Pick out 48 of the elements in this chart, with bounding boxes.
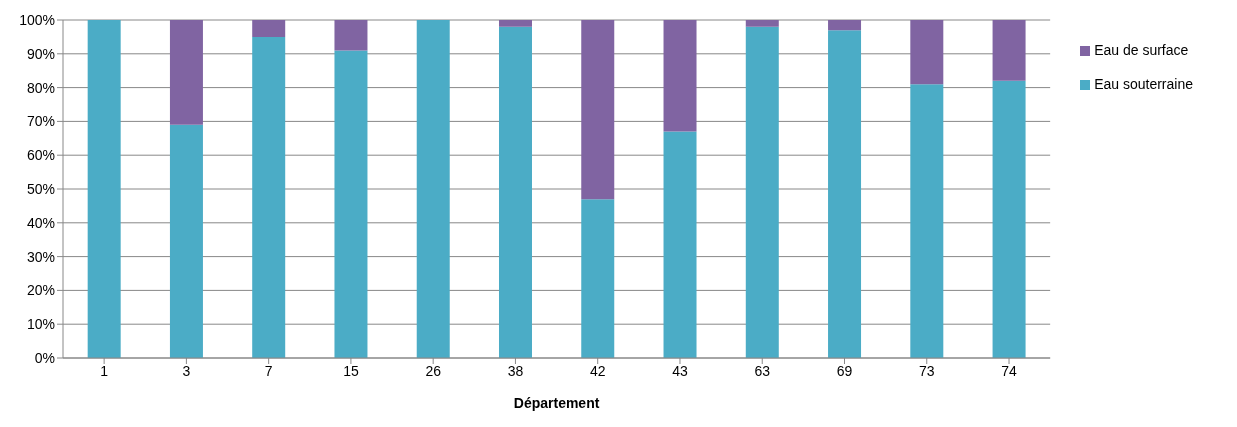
x-tick-label: 42: [589, 362, 606, 379]
x-axis-title: Département: [513, 395, 600, 411]
legend-label: Eau souterraine: [1094, 76, 1193, 92]
bar: [663, 20, 697, 132]
y-tick-label: 10%: [26, 316, 55, 333]
x-tick-label: 26: [425, 362, 442, 379]
y-tick-label: 70%: [26, 113, 55, 130]
bar: [828, 30, 862, 358]
bar: [498, 20, 532, 27]
bar: [828, 20, 862, 31]
y-tick-label: 30%: [26, 248, 55, 265]
y-tick-label: 50%: [26, 180, 55, 197]
y-tick-label: 100%: [19, 11, 55, 28]
bar: [252, 20, 286, 37]
bar: [334, 20, 368, 51]
bar: [498, 26, 532, 358]
bar: [745, 20, 779, 27]
y-tick-label: 80%: [26, 79, 55, 96]
bar: [334, 50, 368, 358]
x-tick-label: 15: [343, 362, 359, 379]
x-tick-label: 74: [1001, 362, 1018, 379]
bar: [581, 199, 615, 358]
bar: [992, 80, 1026, 358]
bar: [992, 20, 1026, 81]
x-tick-label: 3: [182, 362, 191, 379]
legend-label: Eau de surface: [1094, 42, 1189, 58]
x-tick-label: 7: [264, 362, 273, 379]
bar: [745, 26, 779, 358]
y-tick-label: 20%: [26, 282, 55, 299]
y-tick-label: 40%: [26, 214, 55, 231]
y-tick-label: 60%: [26, 147, 55, 164]
bar: [169, 124, 203, 358]
x-tick-label: 73: [918, 362, 935, 379]
y-tick-label: 0%: [34, 349, 55, 366]
x-tick-label: 38: [507, 362, 524, 379]
bar: [169, 20, 203, 125]
bar: [581, 20, 615, 200]
x-tick-label: 69: [836, 362, 853, 379]
bar: [87, 20, 121, 358]
bar: [910, 84, 944, 358]
bar: [416, 20, 450, 358]
y-tick-label: 90%: [26, 45, 55, 62]
bar: [663, 131, 697, 358]
x-tick-label: 63: [754, 362, 771, 379]
x-tick-label: 43: [672, 362, 688, 379]
bar: [910, 20, 944, 85]
bar: [252, 36, 286, 358]
x-tick-label: 1: [100, 362, 109, 379]
